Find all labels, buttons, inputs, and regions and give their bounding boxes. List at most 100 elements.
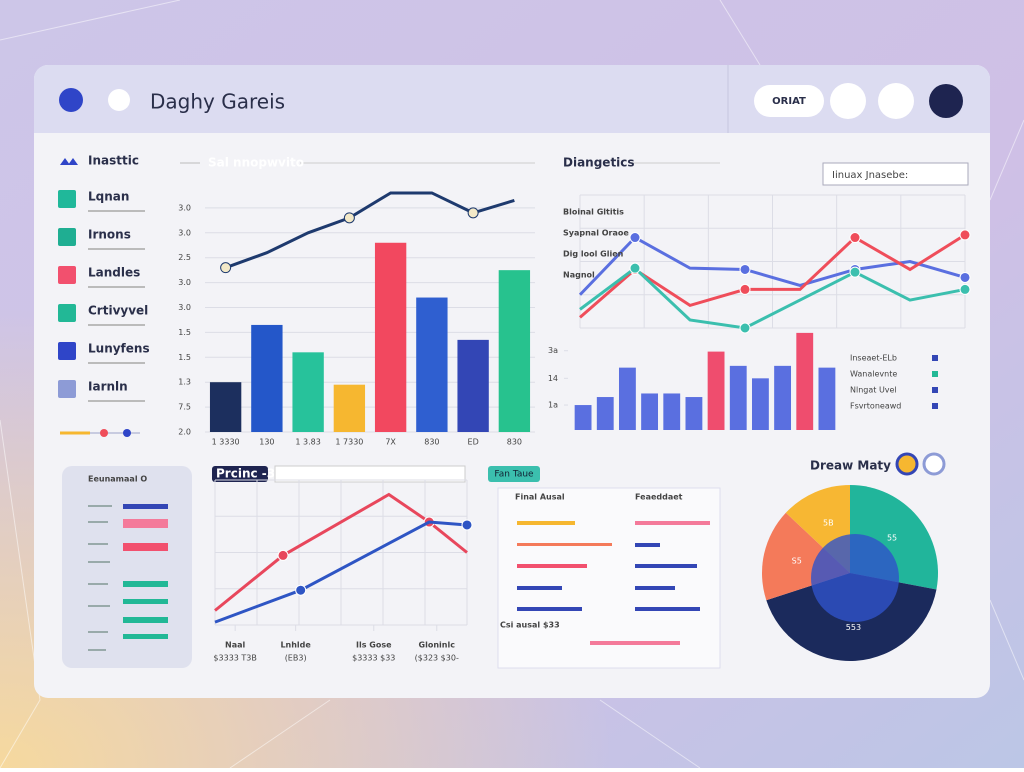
sidebar-swatch — [58, 342, 76, 360]
line-point — [467, 207, 479, 219]
icon-button[interactable] — [830, 83, 866, 119]
line-point — [849, 266, 861, 278]
logo[interactable] — [59, 88, 83, 112]
y-tick-label: 14 — [548, 374, 558, 383]
list-bars — [123, 504, 168, 639]
bar — [796, 332, 814, 430]
line-point — [629, 262, 641, 274]
line-point — [629, 232, 641, 244]
bar — [498, 270, 531, 432]
app-title: Daghy Gareis — [150, 90, 285, 114]
bar — [251, 324, 283, 432]
y-tick-label: 3.0 — [178, 303, 191, 312]
progress-column: Feaeddaet — [635, 493, 683, 502]
sidebar-item[interactable]: Iarnln — [88, 380, 128, 394]
y-tick-label: 3.0 — [178, 228, 191, 237]
x-tick-label: 830 — [424, 438, 439, 447]
legend-swatch — [932, 387, 938, 393]
y-tick-label: 2.5 — [178, 253, 191, 262]
line — [214, 520, 468, 624]
bar — [333, 384, 366, 432]
bar — [641, 393, 659, 430]
bar — [374, 242, 407, 432]
line — [579, 266, 966, 330]
legend-entry: Nlngat Uvel — [850, 386, 897, 395]
bar — [596, 397, 614, 430]
x-tick-label: 130 — [259, 438, 274, 447]
sidebar-item[interactable]: Irnons — [88, 228, 131, 242]
slider-knob[interactable] — [123, 429, 131, 437]
bar — [774, 365, 792, 430]
progress-title: Fan Taue — [494, 470, 534, 480]
x-tick-label: ED — [468, 438, 479, 447]
bar — [416, 297, 448, 432]
search-box[interactable] — [274, 465, 466, 483]
icon-button[interactable] — [878, 83, 914, 119]
line — [225, 191, 515, 270]
line-point — [849, 232, 861, 244]
slice-label: 5B — [823, 518, 834, 527]
x-tick-label: 1 7330 — [335, 438, 363, 447]
sidebar-item[interactable]: Crtivyvel — [88, 304, 148, 318]
toggle[interactable] — [895, 452, 919, 476]
line-point — [295, 584, 307, 596]
slice-label: 55 — [887, 534, 897, 543]
y-tick-label: 7.5 — [178, 403, 191, 412]
row-label: Dig lool Glien — [563, 250, 624, 259]
icon-button[interactable] — [929, 84, 963, 118]
toggle[interactable] — [922, 452, 946, 476]
x-tick-label: Gloninlc — [419, 641, 456, 650]
sidebar-item[interactable]: Lqnan — [88, 190, 129, 204]
legend-button[interactable] — [822, 162, 969, 186]
row-label: Bloinal Gltitis — [563, 208, 624, 217]
header-button-label[interactable]: ORIAT — [772, 96, 806, 107]
sidebar-swatch — [58, 304, 76, 322]
charts: Sal nnopwvito 2.0 7.5 1.3 1.5 1.5 3.0 3.0 2.5 3.0… — [178, 156, 971, 663]
progress-panel — [497, 487, 721, 669]
line-point — [277, 549, 289, 561]
header-bar — [34, 65, 990, 133]
bar — [292, 352, 324, 432]
chart-title: Prcinc -38 — [216, 467, 283, 481]
legend-swatch — [932, 371, 938, 377]
header-button[interactable] — [754, 85, 824, 117]
list-title: Eeunamaal O — [88, 475, 147, 484]
legend-swatch — [932, 403, 938, 409]
slider-knob[interactable] — [100, 429, 108, 437]
y-tick-label: 3.0 — [178, 278, 191, 287]
bar — [751, 378, 769, 430]
legend-button-label[interactable]: Iinuax Jnasebe: — [832, 170, 908, 181]
icon[interactable] — [108, 89, 130, 111]
legend-swatch — [932, 355, 938, 361]
x-tick-sublabel: $3333 $33 — [352, 654, 395, 663]
sidebar-swatch — [58, 266, 76, 284]
line-point — [739, 283, 751, 295]
x-tick-label: 1 3330 — [212, 438, 240, 447]
y-tick-label: 1a — [548, 401, 558, 410]
y-tick-label: 2.0 — [178, 428, 191, 437]
y-tick-label: 1.5 — [178, 353, 191, 362]
pie-inner — [811, 534, 899, 622]
bar — [729, 365, 747, 430]
sidebar-item[interactable]: Landles — [88, 266, 140, 280]
sidebar-swatch — [58, 380, 76, 398]
line-point — [959, 283, 971, 295]
line-point — [220, 262, 232, 274]
bar — [209, 382, 242, 432]
row-label: Syapnal Oraoe — [563, 229, 629, 238]
chart-title: Dreaw Maty — [810, 459, 891, 473]
progress-footer: Csi ausal $33 — [500, 621, 560, 630]
bar — [818, 367, 836, 430]
line-point — [959, 229, 971, 241]
list-lines — [88, 505, 112, 651]
sidebar-icon — [60, 158, 78, 165]
x-tick-sublabel: ($323 $30- — [415, 654, 459, 663]
sidebar-item[interactable]: Lunyfens — [88, 342, 150, 356]
y-tick-label: 3.0 — [178, 203, 191, 212]
bar — [618, 367, 636, 430]
y-tick-label: 1.5 — [178, 328, 191, 337]
y-tick-label: 1.3 — [178, 378, 191, 387]
line — [214, 492, 468, 612]
legend-entry: Fsvrtoneawd — [850, 402, 901, 411]
